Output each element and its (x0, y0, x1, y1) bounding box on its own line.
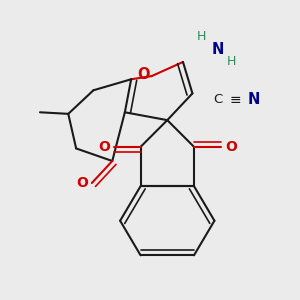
Text: O: O (225, 140, 237, 154)
Text: ≡: ≡ (229, 93, 241, 107)
Text: C: C (213, 93, 222, 106)
Text: O: O (98, 140, 110, 154)
Text: O: O (137, 67, 150, 82)
Text: O: O (76, 176, 88, 190)
Text: N: N (248, 92, 260, 107)
Text: H: H (227, 56, 236, 68)
Text: H: H (197, 30, 207, 43)
Text: N: N (212, 42, 224, 57)
